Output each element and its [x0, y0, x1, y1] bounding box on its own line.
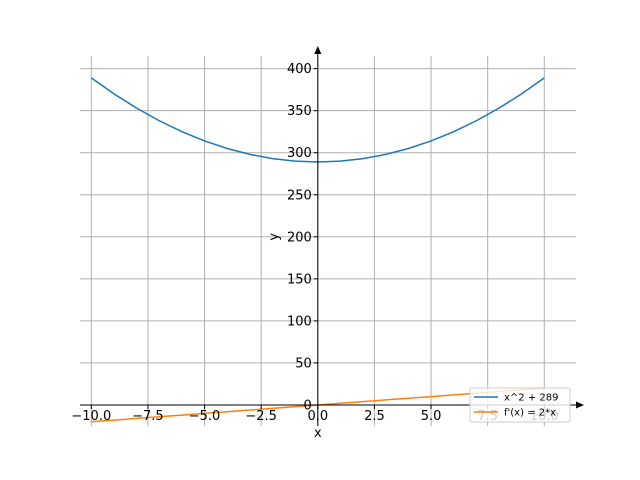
x-tick-label: −10.0 — [71, 409, 111, 424]
x-tick-label: −2.5 — [245, 409, 277, 424]
y-tick-label: 250 — [287, 188, 312, 203]
y-tick-label: 200 — [287, 230, 312, 245]
y-tick-label: 400 — [287, 62, 312, 77]
y-tick-label: 300 — [287, 146, 312, 161]
y-axis-arrow — [314, 46, 322, 54]
x-tick-label: −5.0 — [189, 409, 221, 424]
y-tick-label: 150 — [287, 272, 312, 287]
x-tick-label: 5.0 — [421, 409, 442, 424]
y-tick-label: 50 — [295, 356, 312, 371]
x-tick-label: 0.0 — [307, 409, 328, 424]
x-axis-label: x — [314, 426, 322, 441]
x-axis-arrow — [576, 401, 584, 409]
legend: x^2 + 289 f'(x) = 2*x — [469, 387, 571, 423]
legend-label-1: x^2 + 289 — [504, 393, 558, 404]
y-tick-label: 0 — [304, 398, 312, 413]
y-tick-label: 350 — [287, 104, 312, 119]
legend-items: x^2 + 289 f'(x) = 2*x — [474, 393, 558, 419]
x-tick-label: −7.5 — [132, 409, 164, 424]
y-tick-label: 100 — [287, 314, 312, 329]
legend-label-2: f'(x) = 2*x — [504, 408, 556, 419]
grid — [80, 56, 576, 426]
x-tick-label: 2.5 — [364, 409, 385, 424]
y-axis-label: y — [267, 233, 282, 241]
